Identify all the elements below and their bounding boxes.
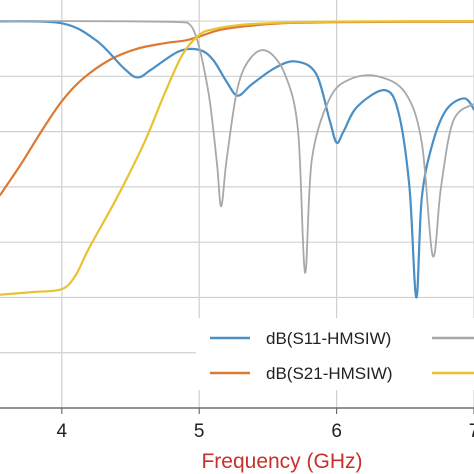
x-tick-label: 4 bbox=[57, 421, 68, 442]
x-axis-title: Frequency (GHz) bbox=[201, 450, 362, 473]
legend-box bbox=[196, 318, 474, 390]
series-line-4 bbox=[0, 19, 474, 296]
legend: dB(S11-HMSIW) dB(S21-HMSIW) bbox=[196, 318, 474, 390]
series-lines bbox=[0, 19, 474, 299]
x-tick-label: 7 bbox=[469, 421, 474, 442]
legend-label: dB(S11-HMSIW) bbox=[266, 329, 391, 348]
legend-label: dB(S21-HMSIW) bbox=[266, 364, 393, 383]
x-tick-label: 5 bbox=[194, 421, 205, 442]
series-line-1 bbox=[0, 20, 474, 299]
x-axis: 4 5 6 7 bbox=[0, 407, 474, 442]
x-tick-label: 6 bbox=[331, 421, 342, 442]
